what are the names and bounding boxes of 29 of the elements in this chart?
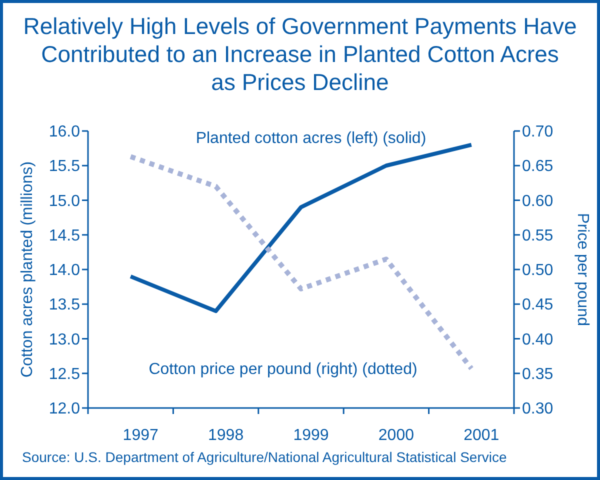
y-tick-label: 14.5 [48, 227, 80, 244]
y2-tick-label: 0.40 [522, 331, 554, 348]
y2-tick-label: 0.55 [522, 227, 554, 244]
source-note: Source: U.S. Department of Agriculture/National Agricultural Statistical Service [22, 449, 507, 465]
y2-tick-label: 0.60 [522, 192, 554, 210]
y2-tick-label: 0.35 [522, 366, 554, 383]
y-tick-label: 14.0 [48, 262, 80, 280]
y2-tick-label: 0.70 [522, 124, 554, 141]
x-tick-label: 2001 [464, 427, 500, 444]
y-tick-label: 15.5 [48, 158, 80, 176]
y-tick-label: 12.5 [48, 366, 80, 383]
chart-title: Relatively High Levels of Government Payments Have Contributed to an Increase in Planted Cotton Acres as Prices Decline [23, 13, 577, 95]
x-tick-label: 1997 [122, 427, 158, 444]
series-label: Planted cotton acres (left) (solid) [196, 130, 426, 147]
y-axis-title: Cotton acres planted (millions) [19, 161, 36, 378]
y2-tick-label: 0.45 [522, 296, 554, 314]
y-tick-label: 13.0 [48, 331, 80, 348]
x-tick-label: 1999 [293, 427, 329, 444]
y2-axis-title: Price per pound [574, 213, 591, 326]
y2-tick-label: 0.50 [522, 262, 554, 280]
y2-tick-label: 0.65 [522, 158, 554, 176]
y-tick-label: 12.0 [48, 400, 80, 418]
y-tick-label: 16.0 [48, 124, 80, 141]
y-tick-label: 13.5 [48, 296, 80, 314]
x-tick-label: 2000 [378, 427, 414, 444]
x-tick-label: 1998 [208, 427, 244, 444]
text: Cotton price per pound (right) (dotted) [148, 361, 418, 378]
y-tick-label: 15.0 [48, 192, 80, 210]
y2-tick-label: 0.30 [522, 400, 554, 418]
